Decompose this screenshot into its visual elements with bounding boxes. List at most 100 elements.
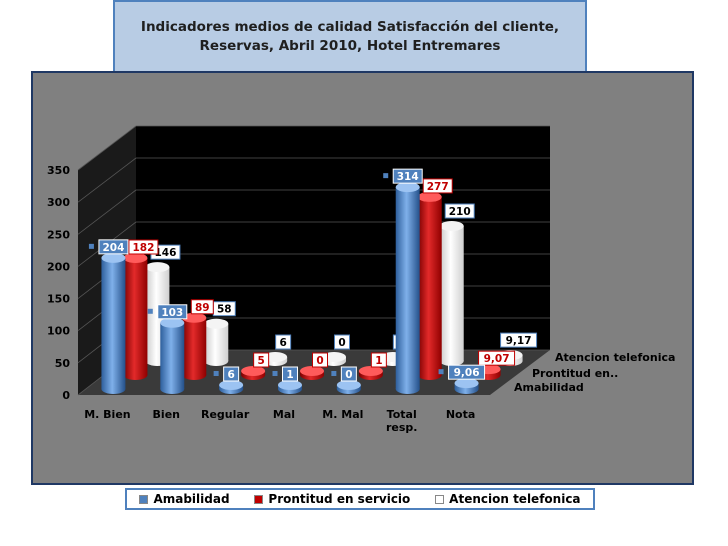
bar-2-1: [204, 318, 229, 366]
data-label: 6: [227, 369, 234, 381]
bar-1-1: [182, 312, 207, 380]
y-tick-label: 0: [62, 389, 70, 402]
data-label-marker: [383, 173, 389, 179]
x-tick-label: M. Mal: [322, 408, 363, 421]
data-label-box: [312, 352, 328, 368]
bar-body: [101, 257, 126, 389]
bar-top: [204, 318, 229, 329]
legend-swatch-atencion: [435, 494, 445, 504]
bar-top: [160, 317, 185, 328]
gridline-side: [77, 189, 137, 235]
bar-top: [358, 366, 383, 376]
legend: Amabilidad Prontitud en servicio Atencio…: [125, 488, 595, 510]
bar-top: [336, 380, 361, 390]
legend-swatch-amabilidad: [139, 494, 149, 504]
legend-swatch-prontitud: [254, 494, 264, 504]
legend-item-amabilidad: Amabilidad: [139, 492, 230, 506]
data-label-box: [190, 299, 214, 315]
bar-top: [182, 312, 207, 323]
data-label-box: [340, 366, 357, 382]
data-label-box: [500, 332, 538, 348]
data-label: 0: [316, 355, 323, 367]
bar-body: [123, 258, 148, 375]
bar-top: [454, 378, 479, 389]
bar-top: [395, 182, 420, 193]
depth-axis-label: Prontitud en..: [532, 367, 618, 380]
bar-0-0: [101, 252, 126, 394]
bar-top: [439, 221, 464, 231]
y-tick-label: 150: [47, 293, 70, 306]
data-label: 6: [279, 337, 286, 349]
bar-base: [439, 356, 464, 366]
bar-base: [123, 370, 148, 380]
data-label: 9,17: [506, 335, 532, 347]
data-label: 1: [286, 369, 293, 381]
data-label: 204: [102, 242, 124, 254]
legend-item-atencion: Atencion telefonica: [435, 492, 581, 506]
bar-1-5: [417, 191, 442, 380]
chart-title: Indicadores medios de calidad Satisfacci…: [140, 19, 560, 54]
data-label-box: [128, 239, 159, 255]
bar-1-2: [241, 366, 266, 380]
y-tick-label: 100: [47, 325, 70, 338]
bar-0-6: [454, 378, 479, 394]
data-label-marker: [438, 369, 444, 375]
bar-base: [204, 356, 229, 366]
data-label-marker: [213, 371, 219, 376]
bar-body: [417, 196, 442, 375]
data-label: 58: [217, 304, 232, 316]
data-label-box: [223, 366, 240, 382]
data-label-box: [422, 178, 453, 194]
data-label-box: [253, 352, 270, 368]
data-label: 9,07: [484, 353, 510, 365]
x-tick-label: Total: [387, 408, 417, 421]
y-tick-label: 50: [55, 357, 71, 370]
data-label: 210: [449, 206, 471, 218]
data-label-marker: [88, 243, 94, 249]
bar-0-4: [336, 380, 361, 394]
bar-0-5: [395, 182, 420, 394]
y-tick-label: 200: [47, 260, 70, 273]
bar-top: [219, 380, 244, 390]
gridline-side: [77, 125, 137, 171]
data-label-box: [157, 304, 188, 320]
x-tick-label: Bien: [153, 408, 180, 421]
bar-0-2: [219, 380, 244, 394]
data-label: 0: [338, 337, 345, 349]
bar-base: [101, 384, 126, 394]
data-label-box: [334, 334, 350, 350]
bar-2-5: [439, 221, 464, 366]
data-label-box: [275, 334, 292, 350]
x-tick-label: M. Bien: [84, 408, 130, 421]
bar-body: [182, 317, 207, 375]
data-label-marker: [272, 371, 278, 376]
bar-1-4: [358, 366, 383, 380]
data-label: 277: [427, 181, 449, 193]
data-label-box: [392, 168, 423, 184]
legend-label-atencion: Atencion telefonica: [449, 492, 581, 506]
bar-base: [160, 384, 185, 394]
bar-base: [417, 370, 442, 380]
bar-top: [300, 366, 324, 376]
legend-item-prontitud: Prontitud en servicio: [254, 492, 410, 506]
y-tick-label: 350: [47, 164, 70, 177]
bar-0-1: [160, 317, 185, 394]
x-tick-label: Regular: [201, 408, 250, 421]
bar-body: [204, 323, 229, 361]
y-tick-label: 250: [47, 228, 70, 241]
data-label: 0: [345, 369, 352, 381]
depth-axis-label: Atencion telefonica: [555, 351, 675, 364]
data-label: 103: [161, 307, 183, 319]
legend-label-amabilidad: Amabilidad: [153, 492, 230, 506]
data-label-box: [448, 364, 486, 380]
legend-label-prontitud: Prontitud en servicio: [268, 492, 411, 506]
bar-base: [182, 370, 207, 380]
data-label-marker: [331, 371, 337, 376]
bar-top: [278, 380, 302, 390]
data-label-marker: [147, 308, 153, 314]
data-label-box: [444, 203, 475, 219]
bar-top: [145, 262, 170, 273]
data-label: 314: [397, 171, 419, 183]
data-label: 146: [154, 247, 176, 259]
